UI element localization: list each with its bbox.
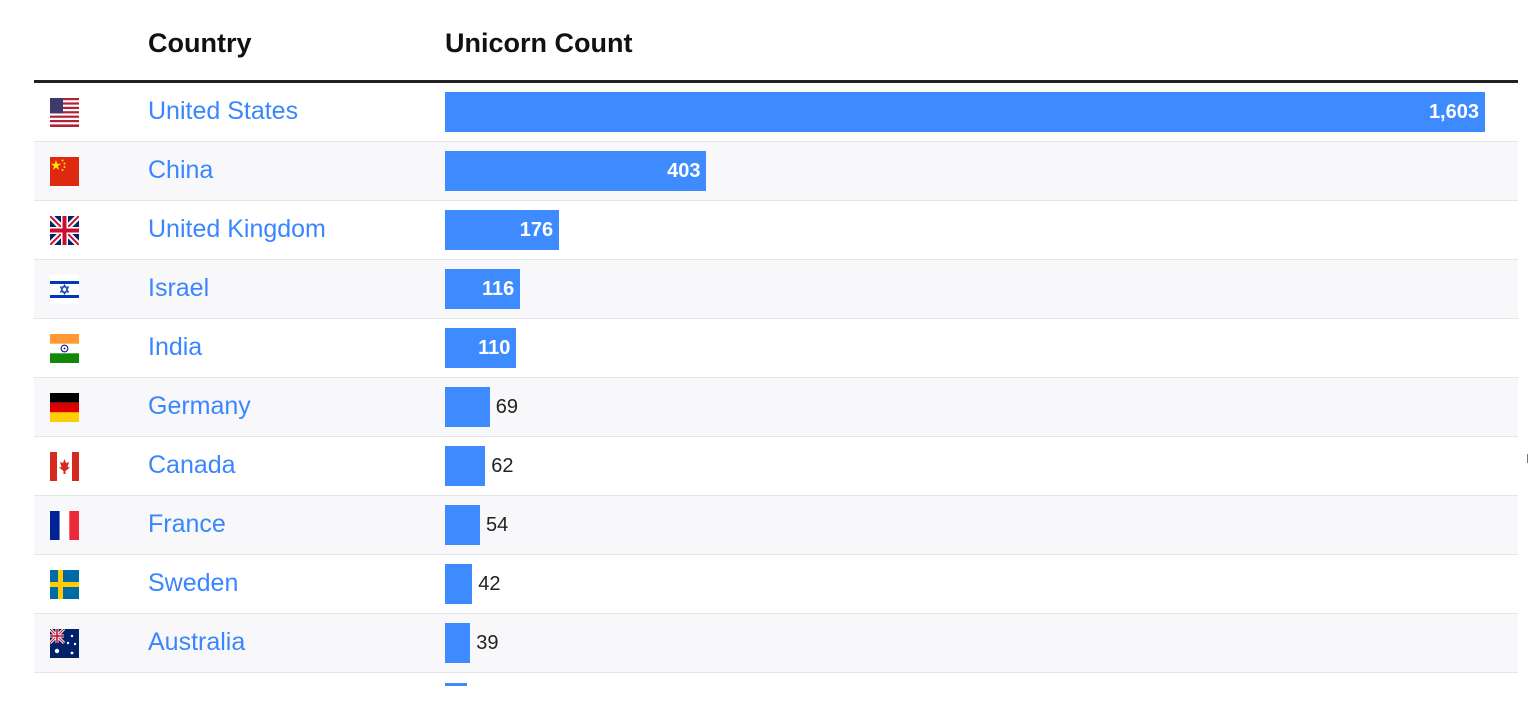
bar-value-label: 69 (495, 396, 519, 418)
table-body: United States 1,603 China 403 United Kingd… (34, 83, 1518, 673)
table-row: France 54 (34, 496, 1518, 555)
next-row-bar-stub (445, 683, 467, 686)
table-row: Germany 69 (34, 378, 1518, 437)
bar-value-label: 42 (478, 573, 501, 595)
country-link[interactable]: India (148, 333, 203, 361)
uk-flag-icon (50, 216, 79, 245)
bar (445, 564, 473, 604)
bar (445, 446, 486, 486)
bar-value-label: 403 (667, 160, 701, 182)
country-link[interactable]: Germany (148, 392, 251, 420)
israel-flag-icon (50, 275, 79, 304)
bar (445, 328, 517, 368)
bar (445, 269, 521, 309)
bar-value-label: 39 (476, 632, 499, 654)
australia-flag-icon (50, 629, 79, 658)
france-flag-icon (50, 511, 79, 540)
bar (445, 92, 1485, 132)
table-row: Canada 62 (34, 437, 1518, 496)
bar-value-label: 176 (519, 219, 554, 241)
table-row: China 403 (34, 142, 1518, 201)
table-header: Country Unicorn Count (34, 0, 1518, 83)
country-link[interactable]: United States (148, 97, 299, 125)
bar (445, 505, 481, 545)
scroll-edge-mark (1527, 454, 1528, 463)
column-header-unicorn-count[interactable]: Unicorn Count (445, 28, 633, 58)
table-row: India 110 (34, 319, 1518, 378)
country-link[interactable]: China (148, 156, 214, 184)
india-flag-icon (50, 334, 79, 363)
column-header-country[interactable]: Country (148, 28, 252, 58)
table-row: United Kingdom 176 (34, 201, 1518, 260)
bar (445, 623, 471, 663)
canada-flag-icon (50, 452, 79, 481)
bar (445, 151, 707, 191)
country-link[interactable]: Israel (148, 274, 210, 302)
us-flag-icon (50, 98, 79, 127)
unicorn-table: Country Unicorn Count United States 1,603… (34, 0, 1518, 673)
bar-value-label: 54 (486, 514, 509, 536)
bar-value-label: 116 (481, 278, 515, 300)
bar (445, 387, 490, 427)
table-row: United States 1,603 (34, 83, 1518, 142)
china-flag-icon (50, 157, 79, 186)
country-link[interactable]: Australia (148, 628, 246, 656)
bar-value-label: 1,603 (1428, 101, 1479, 123)
country-link[interactable]: France (148, 510, 226, 538)
bar (445, 210, 560, 250)
sweden-flag-icon (50, 570, 79, 599)
table-row: Sweden 42 (34, 555, 1518, 614)
country-link[interactable]: Sweden (148, 569, 239, 597)
country-link[interactable]: Canada (148, 451, 236, 479)
bar-value-label: 110 (478, 337, 511, 359)
germany-flag-icon (50, 393, 79, 422)
table-row: Australia 39 (34, 614, 1518, 673)
country-link[interactable]: United Kingdom (148, 215, 326, 243)
table-row: Israel 116 (34, 260, 1518, 319)
bar-value-label: 62 (491, 455, 514, 477)
